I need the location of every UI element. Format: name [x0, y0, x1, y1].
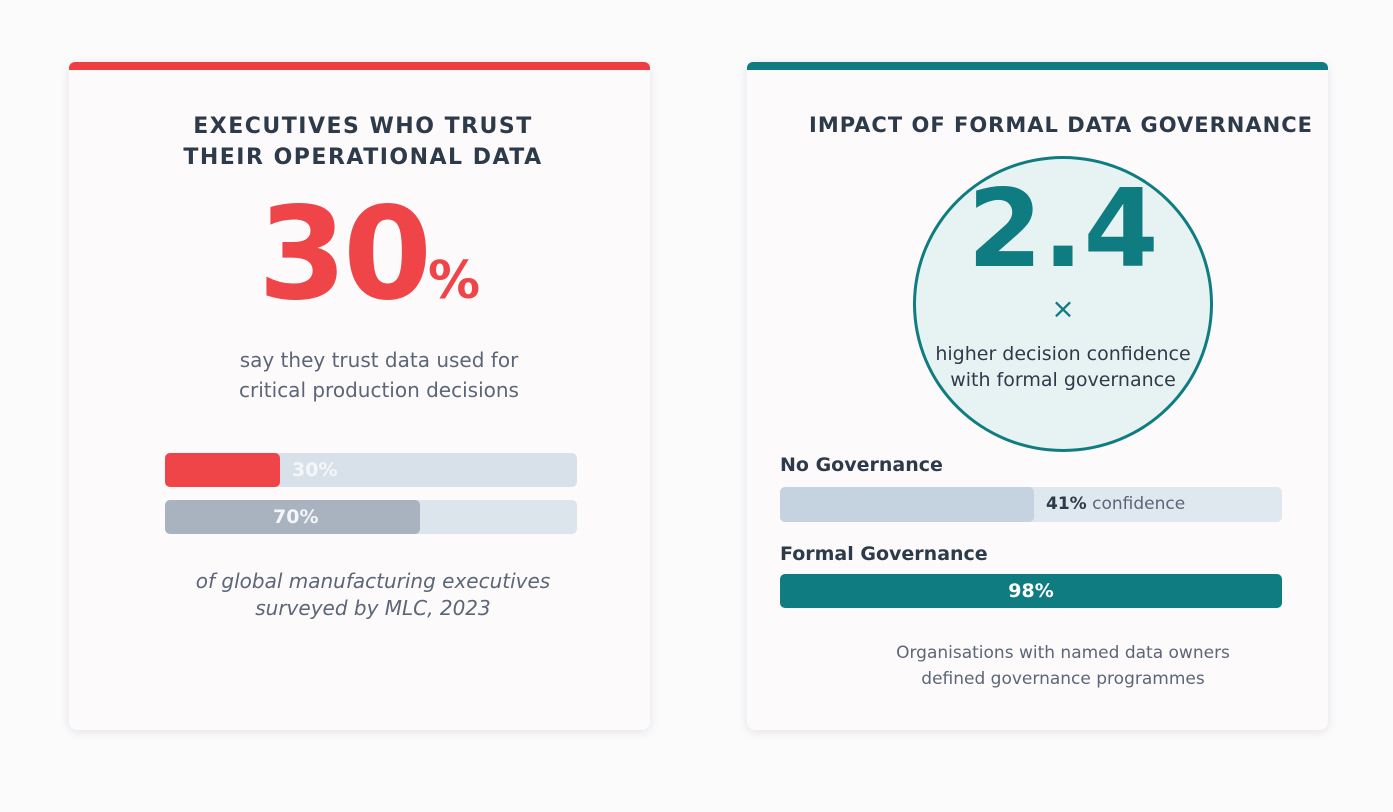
- desc-line-1: say they trust data used for: [239, 348, 519, 372]
- no-governance-bar: 41% confidence: [780, 487, 1282, 522]
- trust-bar: 30%: [165, 453, 577, 487]
- distrust-bar: 70%: [165, 500, 577, 534]
- note-line-2: defined governance programmes: [921, 669, 1205, 689]
- no-governance-percent: 41%: [1046, 494, 1087, 514]
- multiplier-number: 2.4: [967, 167, 1159, 292]
- multiplier-symbol: ×: [1051, 292, 1075, 325]
- circle-caption-line-2: with formal governance: [950, 369, 1176, 391]
- no-governance-bar-fill: [780, 487, 1034, 522]
- card-title: IMPACT OF FORMAL DATA GOVERNANCE: [809, 113, 1313, 137]
- trust-bar-label: 30%: [292, 459, 338, 481]
- distrust-bar-label: 70%: [273, 506, 319, 528]
- stat-description: say they trust data used for critical pr…: [69, 345, 689, 405]
- trust-bar-fill: [165, 453, 281, 487]
- title-line-1: EXECUTIVES WHO TRUST: [193, 114, 533, 139]
- no-governance-value: 41% confidence: [1046, 487, 1185, 522]
- footnote-line-2: surveyed by MLC, 2023: [255, 596, 491, 620]
- no-governance-label: No Governance: [780, 454, 943, 476]
- footnote: of global manufacturing executives surve…: [69, 568, 677, 622]
- governance-impact-card: IMPACT OF FORMAL DATA GOVERNANCE 2.4 × h…: [747, 62, 1328, 730]
- card-accent-bar: [747, 62, 1328, 70]
- multiplier-circle: [913, 156, 1213, 452]
- desc-line-2: critical production decisions: [239, 378, 519, 402]
- distrust-bar-fill: [165, 500, 421, 534]
- no-governance-suffix: confidence: [1086, 494, 1186, 514]
- circle-caption-line-1: higher decision confidence: [935, 343, 1191, 365]
- footnote-line-1: of global manufacturing executives: [195, 569, 551, 593]
- formal-governance-label: Formal Governance: [780, 543, 988, 565]
- big-stat-unit: %: [428, 251, 481, 311]
- formal-governance-value: 98%: [1008, 580, 1054, 602]
- governance-note: Organisations with named data owners def…: [843, 640, 1283, 692]
- title-line-2: THEIR OPERATIONAL DATA: [183, 145, 543, 170]
- executives-trust-card: EXECUTIVES WHO TRUST THEIR OPERATIONAL D…: [69, 62, 650, 730]
- big-stat-number: 30: [257, 180, 432, 329]
- circle-caption: higher decision confidence with formal g…: [897, 341, 1229, 393]
- formal-governance-bar: 98%: [780, 574, 1282, 608]
- card-title: EXECUTIVES WHO TRUST THEIR OPERATIONAL D…: [69, 111, 657, 173]
- big-stat: 30%: [69, 190, 669, 320]
- note-line-1: Organisations with named data owners: [896, 643, 1230, 663]
- card-accent-bar: [69, 62, 650, 70]
